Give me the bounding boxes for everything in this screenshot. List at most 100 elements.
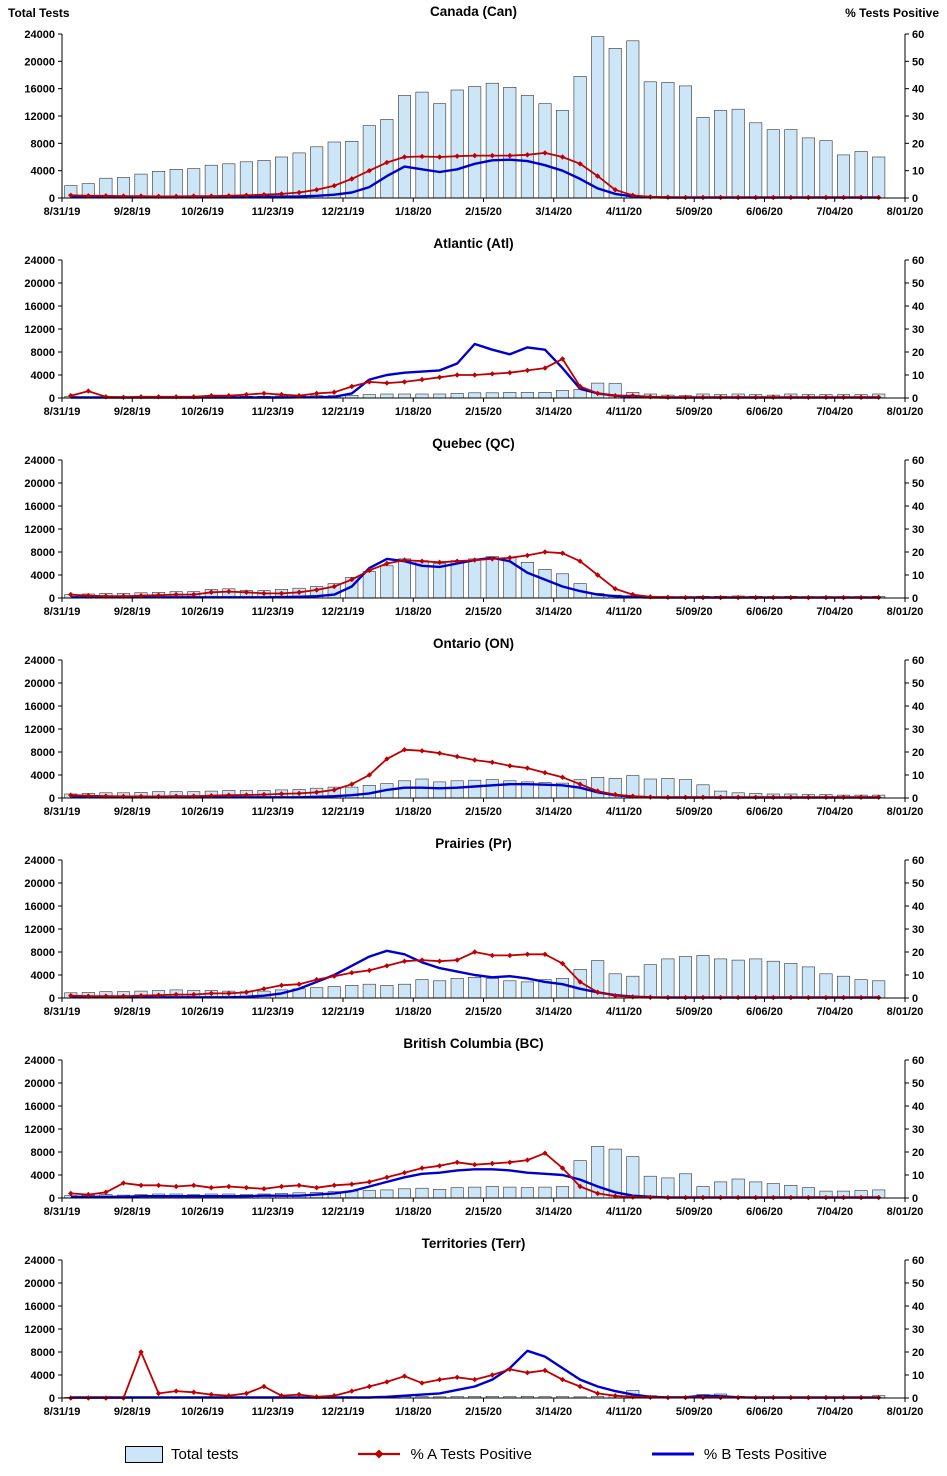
pct-b-line xyxy=(70,342,879,399)
svg-text:30: 30 xyxy=(912,524,924,536)
svg-text:4000: 4000 xyxy=(31,1370,55,1382)
svg-text:12/21/19: 12/21/19 xyxy=(322,806,365,818)
pct-a-markers xyxy=(68,150,882,201)
right-axis-ticks: 0 10 20 30 40 50 60 xyxy=(905,455,924,605)
svg-text:9/28/19: 9/28/19 xyxy=(114,406,151,418)
svg-text:11/23/19: 11/23/19 xyxy=(252,206,294,218)
svg-text:24000: 24000 xyxy=(24,29,55,41)
svg-text:4000: 4000 xyxy=(31,970,55,982)
svg-text:8000: 8000 xyxy=(31,347,55,359)
svg-text:20: 20 xyxy=(912,138,924,150)
svg-text:30: 30 xyxy=(912,924,924,936)
svg-text:4/11/20: 4/11/20 xyxy=(606,1006,642,1018)
svg-text:11/23/19: 11/23/19 xyxy=(252,1006,294,1018)
svg-text:8/01/20: 8/01/20 xyxy=(887,406,924,418)
pct-a-line xyxy=(70,1351,879,1399)
axes xyxy=(61,260,906,399)
svg-text:8000: 8000 xyxy=(31,1347,55,1359)
svg-text:50: 50 xyxy=(912,1278,924,1290)
svg-text:10: 10 xyxy=(912,970,924,982)
x-axis-ticks: 8/31/19 9/28/19 10/26/19 11/23/19 12/21/19 1/… xyxy=(44,598,924,618)
svg-text:50: 50 xyxy=(912,878,924,890)
svg-text:0: 0 xyxy=(49,193,55,205)
svg-text:2/15/20: 2/15/20 xyxy=(465,406,502,418)
svg-text:0: 0 xyxy=(912,593,918,605)
svg-text:8/31/19: 8/31/19 xyxy=(44,206,81,218)
svg-text:0: 0 xyxy=(49,1193,55,1205)
svg-text:8/01/20: 8/01/20 xyxy=(887,606,924,618)
svg-text:40: 40 xyxy=(912,301,924,313)
svg-text:2/15/20: 2/15/20 xyxy=(465,1006,502,1018)
svg-text:4/11/20: 4/11/20 xyxy=(606,1206,642,1218)
svg-text:0: 0 xyxy=(912,193,918,205)
svg-text:60: 60 xyxy=(912,29,924,41)
a-line-swatch xyxy=(358,1449,401,1459)
svg-text:3/14/20: 3/14/20 xyxy=(535,1006,572,1018)
svg-text:10: 10 xyxy=(912,166,924,178)
svg-text:7/04/20: 7/04/20 xyxy=(816,1006,853,1018)
right-axis-ticks: 0 10 20 30 40 50 60 xyxy=(905,1055,924,1205)
svg-text:10: 10 xyxy=(912,770,924,782)
legend-item-a-positive: % A Tests Positive xyxy=(356,1446,532,1463)
svg-text:20000: 20000 xyxy=(24,678,55,690)
svg-text:0: 0 xyxy=(912,993,918,1005)
svg-text:10: 10 xyxy=(912,1370,924,1382)
svg-text:10/26/19: 10/26/19 xyxy=(181,806,224,818)
svg-text:24000: 24000 xyxy=(24,455,55,467)
pct-a-line xyxy=(70,358,879,399)
svg-text:8/31/19: 8/31/19 xyxy=(44,406,81,418)
svg-text:30: 30 xyxy=(912,724,924,736)
svg-text:2/15/20: 2/15/20 xyxy=(465,206,502,218)
svg-text:8/31/19: 8/31/19 xyxy=(44,1206,81,1218)
b-line-swatch xyxy=(651,1452,694,1456)
svg-text:60: 60 xyxy=(912,255,924,267)
svg-text:5/09/20: 5/09/20 xyxy=(676,406,713,418)
svg-text:5/09/20: 5/09/20 xyxy=(676,1006,713,1018)
svg-text:6/06/20: 6/06/20 xyxy=(746,606,783,618)
svg-text:4/11/20: 4/11/20 xyxy=(606,606,642,618)
svg-text:40: 40 xyxy=(912,701,924,713)
svg-text:20000: 20000 xyxy=(24,478,55,490)
svg-text:4000: 4000 xyxy=(31,370,55,382)
svg-text:2/15/20: 2/15/20 xyxy=(465,1206,502,1218)
left-axis-title: Total Tests xyxy=(8,6,70,20)
svg-text:1/18/20: 1/18/20 xyxy=(395,1206,432,1218)
svg-text:4/11/20: 4/11/20 xyxy=(606,806,642,818)
svg-text:3/14/20: 3/14/20 xyxy=(535,806,572,818)
svg-text:0: 0 xyxy=(912,1393,918,1405)
total-tests-bars xyxy=(64,556,886,599)
svg-text:10/26/19: 10/26/19 xyxy=(181,606,224,618)
left-axis-ticks: 0 4000 8000 12000 16000 20000 24000 xyxy=(24,1255,62,1405)
svg-text:20000: 20000 xyxy=(24,278,55,290)
svg-text:20: 20 xyxy=(912,1347,924,1359)
right-axis-ticks: 0 10 20 30 40 50 60 xyxy=(905,655,924,805)
left-axis-ticks: 0 4000 8000 12000 16000 20000 24000 xyxy=(24,29,62,205)
svg-text:12000: 12000 xyxy=(24,1124,55,1136)
svg-text:4000: 4000 xyxy=(31,570,55,582)
axes xyxy=(61,1060,906,1199)
svg-text:3/14/20: 3/14/20 xyxy=(535,1206,572,1218)
total-tests-bars xyxy=(64,955,886,999)
pct-b-line xyxy=(70,1349,879,1399)
svg-text:60: 60 xyxy=(912,1255,924,1267)
svg-text:12000: 12000 xyxy=(24,324,55,336)
svg-text:1/18/20: 1/18/20 xyxy=(395,1406,432,1418)
svg-text:20: 20 xyxy=(912,547,924,559)
right-axis-ticks: 0 10 20 30 40 50 60 xyxy=(905,1255,924,1405)
svg-text:8000: 8000 xyxy=(31,547,55,559)
legend-b-positive-label: % B Tests Positive xyxy=(703,1445,827,1463)
svg-text:30: 30 xyxy=(912,1324,924,1336)
chart-canvas-canada: 0 4000 8000 12000 16000 20000 24000 0 10 20 30 40 50… xyxy=(24,29,924,218)
right-axis-title: % Tests Positive xyxy=(845,6,939,20)
svg-text:11/23/19: 11/23/19 xyxy=(252,806,294,818)
svg-text:50: 50 xyxy=(912,1078,924,1090)
svg-text:8/01/20: 8/01/20 xyxy=(887,806,924,818)
total-tests-bars xyxy=(64,382,886,399)
svg-text:10: 10 xyxy=(912,570,924,582)
svg-text:5/09/20: 5/09/20 xyxy=(676,1206,713,1218)
svg-text:7/04/20: 7/04/20 xyxy=(816,1206,853,1218)
svg-text:60: 60 xyxy=(912,1055,924,1067)
pct-a-markers xyxy=(68,356,882,401)
panel-quebec: Quebec (QC) 0 4000 8000 12000 16000 20000 2400… xyxy=(0,432,947,632)
